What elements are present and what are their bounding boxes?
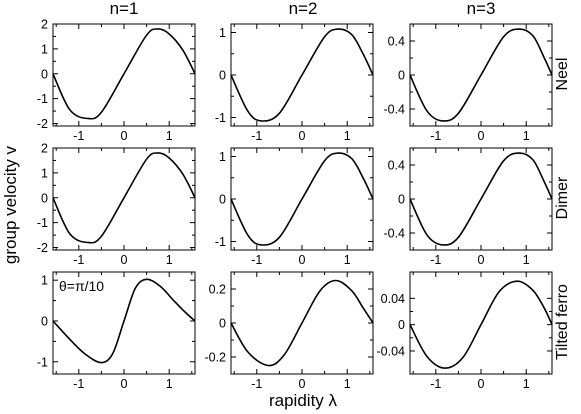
- x-tick-label: 0: [121, 377, 128, 391]
- x-tick-label: 0: [478, 129, 485, 143]
- series-curve: [409, 280, 553, 369]
- x-tick-label: 0: [299, 129, 306, 143]
- y-tick-label: 0: [398, 318, 405, 332]
- x-tick-label: 1: [523, 377, 530, 391]
- x-tick-label: 1: [344, 129, 351, 143]
- y-tick-label: 0.4: [388, 159, 405, 173]
- x-tick-label: 1: [166, 129, 173, 143]
- x-tick-label: 0: [478, 253, 485, 267]
- series-curve: [230, 279, 374, 367]
- y-tick-label: 0: [219, 69, 226, 83]
- series-curve: [230, 152, 374, 246]
- column-title-n3: n=3: [467, 0, 496, 18]
- x-tick-label: -1: [430, 377, 441, 391]
- y-tick-label: 0: [398, 193, 405, 207]
- row-title-tilted-ferro: Tilted ferro: [554, 284, 571, 360]
- panel-neel-n-1: -1 0 1 -2 -1 0 1 2: [37, 18, 196, 143]
- row-title-neel: Neel: [554, 58, 571, 91]
- x-tick-label: 1: [523, 253, 530, 267]
- y-tick-label: -1: [37, 92, 48, 106]
- y-tick-label: 0.2: [209, 283, 226, 297]
- x-tick-label: 1: [344, 377, 351, 391]
- y-tick-label: 1: [219, 150, 226, 164]
- x-tick-label: 0: [299, 253, 306, 267]
- y-tick-label: 0: [398, 69, 405, 83]
- y-tick-label: -1: [37, 355, 48, 369]
- x-tick-label: -1: [251, 377, 262, 391]
- y-tick-label: -2: [37, 117, 48, 131]
- x-tick-label: 0: [121, 253, 128, 267]
- column-title-n2: n=2: [289, 0, 318, 18]
- y-tick-label: 0.4: [388, 35, 405, 49]
- x-tick-label: -1: [251, 253, 262, 267]
- series-curve: [230, 28, 374, 122]
- x-tick-label: 1: [344, 253, 351, 267]
- panel-dimer-n-3: -1 0 1 -0.4 0 0.4: [383, 147, 553, 267]
- y-tick-label: 0: [41, 191, 48, 205]
- x-tick-label: -1: [73, 129, 84, 143]
- y-tick-label: -0.4: [383, 227, 405, 241]
- panel-annotation: θ=π/10: [59, 278, 104, 294]
- y-tick-label: -0.2: [204, 351, 226, 365]
- y-tick-label: 1: [41, 166, 48, 180]
- x-tick-label: 1: [166, 377, 173, 391]
- y-tick-label: 0: [219, 317, 226, 331]
- x-tick-label: -1: [73, 253, 84, 267]
- x-tick-label: -1: [430, 129, 441, 143]
- y-tick-label: 0: [41, 67, 48, 81]
- y-tick-label: -1: [37, 216, 48, 230]
- x-tick-label: 0: [478, 377, 485, 391]
- x-tick-label: 1: [523, 129, 530, 143]
- y-tick-label: -0.4: [383, 103, 405, 117]
- x-tick-label: 1: [166, 253, 173, 267]
- row-title-dimer: Dimer: [554, 176, 571, 219]
- panel-tilted-ferro-n-2: -1 0 1 -0.2 0 0.2: [204, 271, 374, 391]
- x-tick-label: 0: [299, 377, 306, 391]
- panel-tilted-ferro-n-1: -1 0 1 -1 0 1 θ=π/10: [37, 271, 196, 391]
- panel-neel-n-3: -1 0 1 -0.4 0 0.4: [383, 23, 553, 143]
- y-tick-label: 0: [219, 193, 226, 207]
- y-tick-label: 0: [41, 314, 48, 328]
- series-curve: [409, 28, 553, 122]
- y-tick-label: 0.04: [381, 292, 405, 306]
- panel-dimer-n-1: -1 0 1 -2 -1 0 1 2: [37, 142, 196, 267]
- y-tick-label: 1: [41, 42, 48, 56]
- y-axis-title: group velocity v: [1, 145, 20, 264]
- y-tick-label: 1: [41, 274, 48, 288]
- panel-grid: -1 0 1 -2 -1 0 1 2 -1 0 1 -1 0 1 -1 0 1 -0.4 0 0.4 -1 0 1 -2 -1 0…: [37, 18, 553, 391]
- y-tick-label: -2: [37, 241, 48, 255]
- panel-tilted-ferro-n-3: -1 0 1 -0.04 0 0.04: [377, 271, 553, 391]
- y-tick-label: -1: [215, 235, 226, 249]
- y-tick-label: -0.04: [377, 344, 406, 358]
- x-tick-label: -1: [73, 377, 84, 391]
- x-tick-label: -1: [430, 253, 441, 267]
- y-tick-label: 2: [41, 18, 48, 32]
- x-tick-label: -1: [251, 129, 262, 143]
- series-curve: [52, 278, 196, 364]
- y-tick-label: 2: [41, 142, 48, 156]
- series-curve: [52, 152, 196, 244]
- series-curve: [52, 28, 196, 120]
- y-tick-label: -1: [215, 111, 226, 125]
- panel-dimer-n-2: -1 0 1 -1 0 1: [215, 147, 374, 267]
- x-axis-title: rapidity λ: [269, 391, 338, 410]
- series-curve: [409, 152, 553, 246]
- panel-neel-n-2: -1 0 1 -1 0 1: [215, 23, 374, 143]
- y-tick-label: 1: [219, 26, 226, 40]
- column-title-n1: n=1: [110, 0, 139, 18]
- x-tick-label: 0: [121, 129, 128, 143]
